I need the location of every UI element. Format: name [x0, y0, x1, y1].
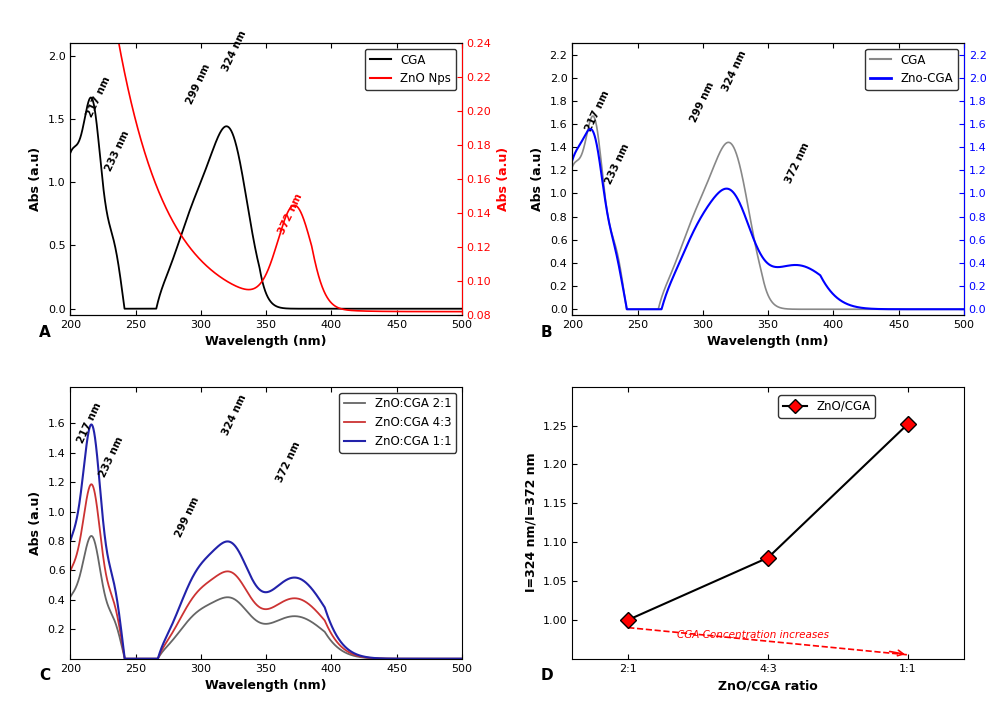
Text: 217 nm: 217 nm: [84, 74, 112, 118]
X-axis label: Wavelength (nm): Wavelength (nm): [205, 679, 327, 692]
ZnO/CGA: [761, 553, 773, 562]
ZnO:CGA 1:1: [444, 654, 456, 663]
ZnO:CGA 2:1: [372, 654, 384, 663]
ZnO:CGA 4:3: [64, 566, 76, 575]
ZnO:CGA 4:3: [444, 654, 456, 663]
Text: 324 nm: 324 nm: [221, 393, 248, 437]
ZnO:CGA 2:1: [84, 532, 96, 541]
ZnO:CGA 1:1: [455, 654, 467, 663]
Line: ZnO/CGA: ZnO/CGA: [622, 418, 913, 625]
ZnO:CGA 1:1: [85, 420, 97, 429]
ZnO:CGA 1:1: [245, 572, 257, 581]
ZnO:CGA 4:3: [444, 654, 456, 663]
Legend: ZnO/CGA: ZnO/CGA: [777, 395, 875, 417]
ZnO/CGA: [622, 616, 634, 624]
ZnO:CGA 2:1: [118, 654, 130, 663]
Text: B: B: [541, 325, 552, 340]
Text: 372 nm: 372 nm: [276, 192, 304, 236]
ZnO:CGA 4:3: [255, 604, 267, 612]
ZnO:CGA 2:1: [255, 619, 267, 627]
ZnO:CGA 2:1: [85, 532, 97, 541]
Text: 217 nm: 217 nm: [75, 401, 103, 445]
ZnO:CGA 1:1: [255, 586, 267, 595]
Text: CGA Concentration increases: CGA Concentration increases: [676, 630, 828, 640]
Text: 299 nm: 299 nm: [185, 62, 213, 106]
Text: 372 nm: 372 nm: [783, 141, 810, 185]
X-axis label: ZnO/CGA ratio: ZnO/CGA ratio: [717, 679, 817, 692]
ZnO:CGA 4:3: [118, 654, 130, 663]
ZnO:CGA 4:3: [84, 481, 96, 490]
Y-axis label: I=324 nm/I=372 nm: I=324 nm/I=372 nm: [524, 453, 537, 593]
Y-axis label: Abs (a.u): Abs (a.u): [29, 490, 42, 555]
ZnO/CGA: [901, 420, 913, 428]
Text: 299 nm: 299 nm: [174, 495, 201, 538]
Legend: CGA, Zno-CGA: CGA, Zno-CGA: [865, 49, 957, 90]
Legend: CGA, ZnO Nps: CGA, ZnO Nps: [364, 49, 455, 90]
Text: A: A: [39, 325, 51, 340]
Line: ZnO:CGA 4:3: ZnO:CGA 4:3: [70, 484, 461, 659]
Text: 299 nm: 299 nm: [688, 80, 715, 124]
X-axis label: Wavelength (nm): Wavelength (nm): [205, 336, 327, 349]
ZnO:CGA 2:1: [444, 654, 456, 663]
Text: 372 nm: 372 nm: [275, 440, 303, 484]
ZnO:CGA 1:1: [444, 654, 456, 663]
Line: ZnO:CGA 2:1: ZnO:CGA 2:1: [70, 536, 461, 659]
Text: 324 nm: 324 nm: [720, 49, 748, 92]
Text: 217 nm: 217 nm: [584, 89, 611, 133]
Y-axis label: Abs (a.u): Abs (a.u): [531, 147, 544, 211]
Text: 233 nm: 233 nm: [104, 129, 131, 173]
ZnO:CGA 4:3: [455, 654, 467, 663]
ZnO:CGA 4:3: [372, 654, 384, 663]
ZnO:CGA 4:3: [85, 480, 97, 488]
Y-axis label: Abs (a.u): Abs (a.u): [29, 147, 42, 211]
Text: C: C: [39, 669, 50, 684]
X-axis label: Wavelength (nm): Wavelength (nm): [706, 336, 828, 349]
ZnO:CGA 2:1: [455, 654, 467, 663]
Text: 233 nm: 233 nm: [603, 142, 631, 186]
ZnO:CGA 1:1: [84, 422, 96, 430]
ZnO:CGA 2:1: [245, 611, 257, 620]
ZnO:CGA 1:1: [118, 654, 130, 663]
Y-axis label: Abs (a.u): Abs (a.u): [496, 147, 510, 211]
Text: 324 nm: 324 nm: [221, 29, 248, 73]
Text: D: D: [541, 669, 553, 684]
ZnO:CGA 2:1: [64, 593, 76, 601]
Text: 233 nm: 233 nm: [97, 435, 125, 478]
Legend: ZnO:CGA 2:1, ZnO:CGA 4:3, ZnO:CGA 1:1: ZnO:CGA 2:1, ZnO:CGA 4:3, ZnO:CGA 1:1: [339, 392, 455, 453]
ZnO:CGA 2:1: [444, 654, 456, 663]
ZnO:CGA 1:1: [372, 654, 384, 662]
ZnO:CGA 4:3: [245, 593, 257, 601]
Line: ZnO:CGA 1:1: ZnO:CGA 1:1: [70, 425, 461, 659]
ZnO:CGA 1:1: [64, 536, 76, 545]
